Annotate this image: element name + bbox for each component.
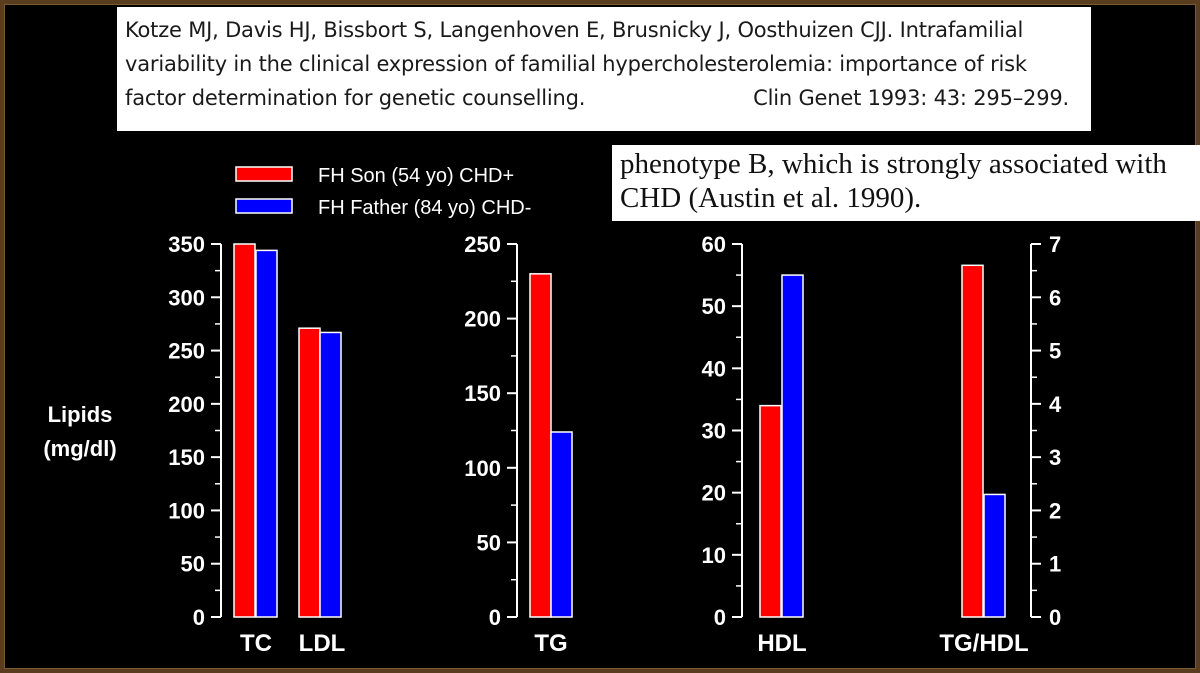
y-tick-label-tg: 200: [464, 307, 501, 332]
quote-line: CHD (Austin et al. 1990).: [620, 182, 922, 214]
y-tick-label-tc-ldl: 200: [168, 392, 205, 417]
y-tick-label-hdl: 50: [702, 294, 726, 319]
quote-line: phenotype B, which is strongly associate…: [620, 148, 1167, 180]
y-axis-label-line1: Lipids: [48, 402, 113, 427]
y-tick-label-hdl: 10: [702, 543, 726, 568]
y-axis-label-line2: (mg/dl): [43, 436, 116, 461]
y-tick-label-tg-hdl: 1: [1049, 552, 1061, 577]
y-tick-label-hdl: 0: [714, 605, 726, 630]
y-tick-label-tg-hdl: 7: [1049, 232, 1061, 257]
y-tick-label-tg-hdl: 6: [1049, 285, 1061, 310]
quote-box: phenotype B, which is strongly associate…: [612, 145, 1200, 221]
y-tick-label-hdl: 60: [702, 232, 726, 257]
citation-line: Kotze MJ, Davis HJ, Bissbort S, Langenho…: [125, 18, 1024, 42]
citation-line: variability in the clinical expression o…: [125, 52, 1027, 76]
y-tick-label-tg: 250: [464, 232, 501, 257]
bar-father-tg-hdl: [983, 493, 1006, 618]
y-tick-label-tc-ldl: 250: [168, 339, 205, 364]
panel-hdl: 0 10 20 30 40 50 60 HDL: [702, 232, 807, 657]
y-tick-label-tg: 100: [464, 456, 501, 481]
y-tick-label-tc-ldl: 100: [168, 498, 205, 523]
bar-father-tc: [255, 249, 278, 618]
y-tick-label-tg-hdl: 3: [1049, 445, 1061, 470]
citation-line-3: factor determination for genetic counsel…: [125, 81, 1083, 115]
y-tick-label-tg-hdl: 5: [1049, 339, 1061, 364]
category-label-ldl: LDL: [299, 630, 346, 657]
y-tick-label-hdl: 40: [702, 356, 726, 381]
citation-journal: Clin Genet 1993: 43: 295–299.: [753, 86, 1069, 110]
panel-tg-hdl: 0 1 2 3 4 5 6 7 TG/HDL: [939, 232, 1062, 657]
legend-swatch-son: [235, 166, 293, 182]
legend-label-father: FH Father (84 yo) CHD-: [318, 197, 531, 219]
bar-son-tg-hdl: [961, 264, 984, 618]
bar-father-hdl: [781, 274, 804, 618]
y-tick-label-tg-hdl: 0: [1049, 605, 1061, 630]
bar-father-tg: [550, 431, 573, 618]
y-tick-label-tc-ldl: 150: [168, 445, 205, 470]
y-tick-label-hdl: 20: [702, 481, 726, 506]
y-tick-label-tc-ldl: 0: [193, 605, 205, 630]
panel-tg: 0 50 100 150 200 250 TG: [464, 232, 573, 657]
legend-label-son: FH Son (54 yo) CHD+: [318, 165, 514, 187]
bar-son-hdl: [759, 404, 782, 618]
y-tick-label-hdl: 30: [702, 419, 726, 444]
citation-box: Kotze MJ, Davis HJ, Bissbort S, Langenho…: [117, 7, 1091, 131]
y-tick-label-tg: 0: [489, 605, 501, 630]
y-tick-label-tc-ldl: 350: [168, 232, 205, 257]
category-label-hdl: HDL: [757, 630, 806, 657]
category-label-tg: TG: [534, 630, 567, 657]
legend: FH Son (54 yo) CHD+ FH Father (84 yo) CH…: [235, 165, 531, 219]
y-tick-label-tg-hdl: 4: [1049, 392, 1062, 417]
y-tick-label-tg-hdl: 2: [1049, 498, 1061, 523]
bar-son-ldl: [298, 327, 321, 618]
y-tick-label-tg: 150: [464, 381, 501, 406]
legend-swatch-father: [235, 198, 293, 214]
category-label-tg-hdl: TG/HDL: [939, 630, 1028, 657]
category-label-tc: TC: [240, 630, 272, 657]
slide-frame: Kotze MJ, Davis HJ, Bissbort S, Langenho…: [4, 4, 1200, 669]
y-tick-label-tg: 50: [477, 530, 501, 555]
y-tick-label-tc-ldl: 50: [181, 552, 205, 577]
panel-tc-ldl: 0 50 100 150 200 250 300 350 TC LDL: [168, 232, 345, 657]
y-tick-label-tc-ldl: 300: [168, 285, 205, 310]
bar-son-tc: [233, 243, 256, 618]
bar-father-ldl: [319, 331, 342, 618]
bar-son-tg: [529, 273, 552, 618]
citation-title-end: factor determination for genetic counsel…: [125, 86, 586, 110]
